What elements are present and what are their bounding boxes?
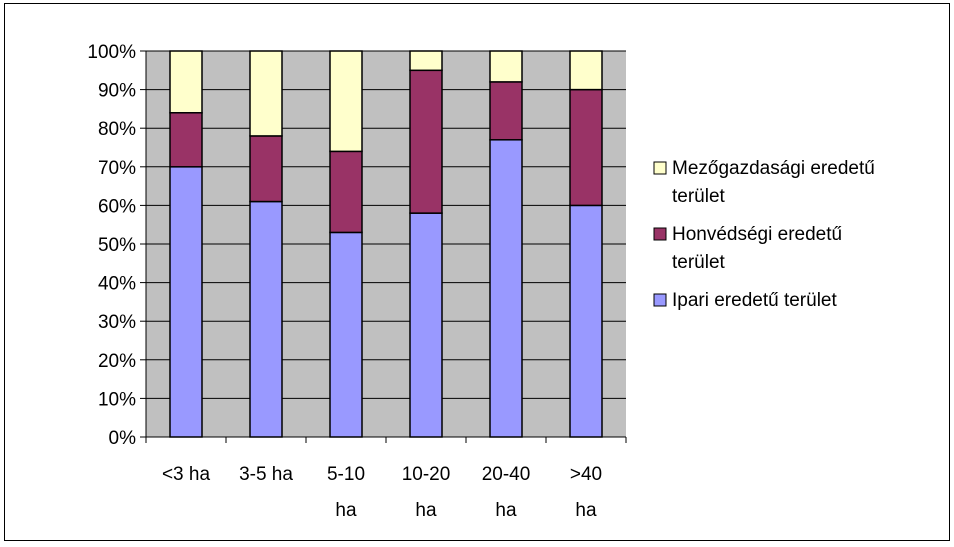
bar-segment-series-2 [569, 88, 603, 207]
legend-label: Honvédségi eredetű terület [672, 224, 842, 273]
x-tick-label-line: 20-40 [482, 464, 531, 485]
y-tick-label: 70% [98, 158, 136, 179]
bar-segment-series-2 [169, 112, 203, 168]
bar-segment-series-3 [249, 50, 283, 137]
x-tick-label: 5-10 ha [327, 464, 365, 521]
legend-label-line: terület [672, 252, 726, 273]
plot-area [146, 50, 626, 437]
legend-label-line: Honvédségi eredetű [672, 224, 842, 245]
y-tick-label: 10% [98, 389, 136, 410]
bar-segment-series-1 [489, 139, 523, 438]
y-tick-label: 100% [87, 42, 136, 63]
x-tick-label-line: <3 ha [162, 464, 211, 485]
x-tick-label-line: ha [575, 500, 597, 521]
bar-segment-series-2 [409, 69, 443, 214]
legend-label: Ipari eredetű terület [672, 290, 837, 311]
bar-segment-series-1 [249, 200, 283, 438]
bar-segment-series-3 [489, 50, 523, 83]
chart-frame: 0% 10% 20% 30% 40% 50% 60% 70% 80% 90% 100% <3 ha 3… [4, 3, 950, 541]
y-axis: 0% 10% 20% 30% 40% 50% 60% 70% 80% 90% 100% [87, 42, 147, 449]
bar-segment-series-2 [249, 135, 283, 203]
bar-segment-series-3 [569, 50, 603, 91]
bar-segment-series-1 [409, 212, 443, 438]
bar-segment-series-3 [169, 50, 203, 114]
y-tick-label: 20% [98, 351, 136, 372]
x-tick-label: >40 ha [570, 464, 602, 521]
x-tick-label-line: 10-20 [402, 464, 451, 485]
bar-segment-series-1 [169, 166, 203, 438]
x-tick-label-line: ha [335, 500, 357, 521]
y-tick-label: 80% [98, 119, 136, 140]
x-tick-label: <3 ha [162, 464, 211, 485]
x-tick-label-line: 5-10 [327, 464, 365, 485]
x-tick-label-line: >40 [570, 464, 602, 485]
bar-segment-series-3 [329, 50, 363, 153]
stacked-bar-chart: 0% 10% 20% 30% 40% 50% 60% 70% 80% 90% 100% <3 ha 3… [87, 42, 875, 521]
y-tick-label: 90% [98, 81, 136, 102]
legend-swatch [653, 293, 667, 307]
x-tick-label: 3-5 ha [239, 464, 293, 485]
bar-segment-series-2 [489, 81, 523, 141]
legend-swatch [653, 161, 667, 175]
x-tick-label-line: ha [495, 500, 517, 521]
bar-segment-series-2 [329, 150, 363, 234]
legend-label-line: Ipari eredetű terület [672, 290, 837, 311]
y-tick-label: 50% [98, 235, 136, 256]
bar-segment-series-1 [569, 204, 603, 438]
bar-segment-series-1 [329, 231, 363, 438]
x-tick-label: 10-20 ha [402, 464, 451, 521]
bars [169, 50, 603, 438]
x-tick-label-line: 3-5 ha [239, 464, 293, 485]
y-tick-label: 40% [98, 274, 136, 295]
y-tick-label: 0% [109, 428, 137, 449]
legend-label-line: Mezőgazdasági eredetű [672, 158, 875, 179]
x-tick-label-line: ha [415, 500, 437, 521]
legend-label: Mezőgazdasági eredetű terület [672, 158, 875, 207]
y-tick-label: 60% [98, 196, 136, 217]
y-tick-label: 30% [98, 312, 136, 333]
bar-segment-series-3 [409, 50, 443, 72]
legend-label-line: terület [672, 186, 726, 207]
legend-swatch [653, 227, 667, 241]
x-axis: <3 ha 3-5 ha 5-10 ha 10-20 ha 20-40 ha >40 ha [145, 436, 627, 521]
x-tick-label: 20-40 ha [482, 464, 531, 521]
